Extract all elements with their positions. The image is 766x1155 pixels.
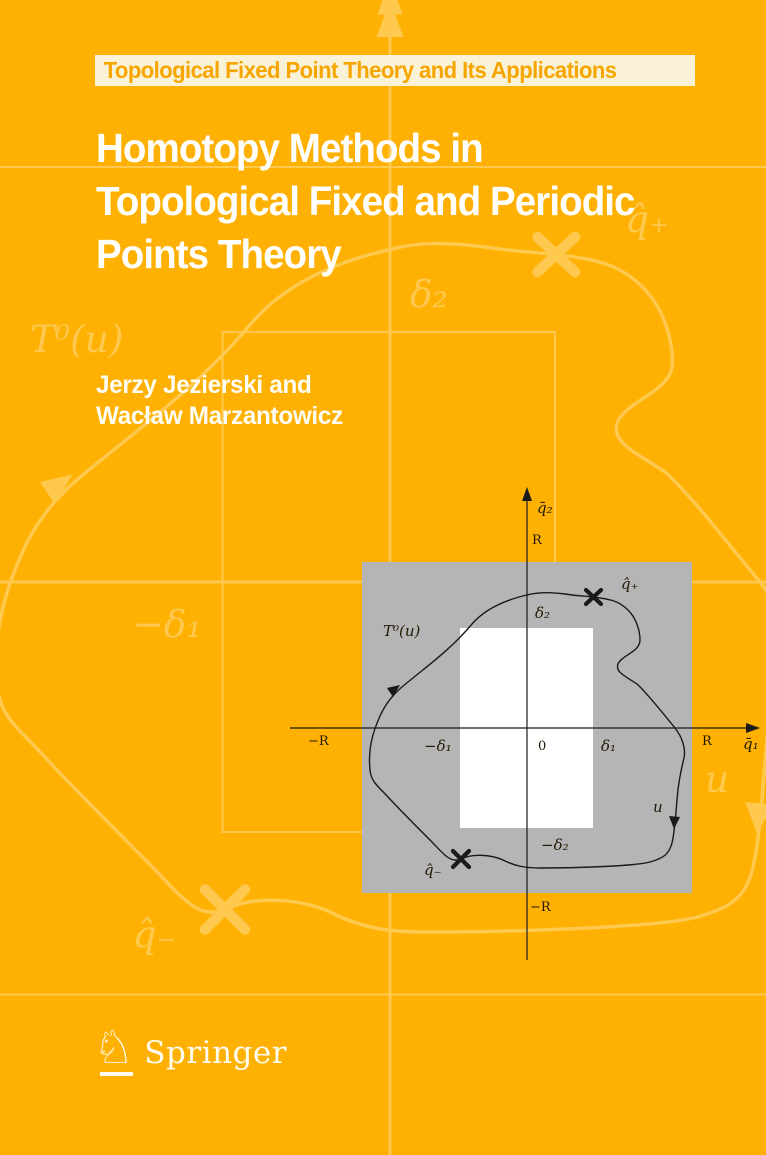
- label-r-right: R: [702, 734, 713, 749]
- faint-label-minus-delta1: −δ₁: [133, 602, 202, 646]
- springer-horse-underline: [100, 1072, 133, 1076]
- label-minus-r-left: −R: [308, 734, 330, 749]
- faint-label-u: u: [705, 757, 729, 801]
- book-title-line-3: Points Theory: [96, 231, 342, 277]
- publisher-name: Springer: [144, 1035, 288, 1071]
- author-line-1: Jerzy Jezierski and: [96, 371, 312, 399]
- label-curve-name: T⁰(u): [383, 622, 421, 640]
- book-title: Homotopy Methods in Topological Fixed an…: [96, 122, 636, 281]
- label-delta2: δ₂: [535, 604, 550, 622]
- label-qhat-plus: q̂₊: [621, 575, 639, 593]
- label-r-top: R: [532, 533, 543, 548]
- label-u: u: [653, 798, 663, 816]
- label-qhat-minus: q̂₋: [424, 861, 442, 879]
- book-title-line-2: Topological Fixed and Periodic: [96, 178, 636, 224]
- faint-axis-arrow-icon: [376, 2, 404, 37]
- label-minus-delta1: −δ₁: [424, 737, 452, 755]
- publisher-logo: ♘ Springer: [93, 1022, 287, 1092]
- label-origin: 0: [538, 739, 546, 754]
- label-axis-x: q̄₁: [743, 735, 759, 753]
- label-minus-delta2: −δ₂: [541, 836, 569, 854]
- label-minus-r-bottom: −R: [530, 900, 552, 915]
- series-title-band: Topological Fixed Point Theory and Its A…: [95, 55, 695, 86]
- faint-label-delta2: δ₂: [410, 272, 448, 316]
- faint-label-qhat-minus: q̂₋: [133, 912, 177, 956]
- springer-horse-icon: ♘: [93, 1020, 135, 1074]
- phase-diagram: q̄₂ R q̄₁ R −R −R 0 δ₁ −δ₁ δ₂ −δ₂ T⁰(u) …: [290, 487, 760, 960]
- label-delta1: δ₁: [601, 737, 616, 755]
- faint-label-qhat-plus: q̂₊: [625, 197, 669, 241]
- book-title-line-1: Homotopy Methods in: [96, 125, 484, 171]
- series-title: Topological Fixed Point Theory and Its A…: [103, 57, 617, 83]
- authors: Jerzy Jezierski and Wacław Marzantowicz: [96, 370, 343, 432]
- faint-label-curve: T⁰(u): [30, 317, 123, 361]
- author-line-2: Wacław Marzantowicz: [96, 402, 343, 430]
- label-axis-y: q̄₂: [537, 499, 553, 517]
